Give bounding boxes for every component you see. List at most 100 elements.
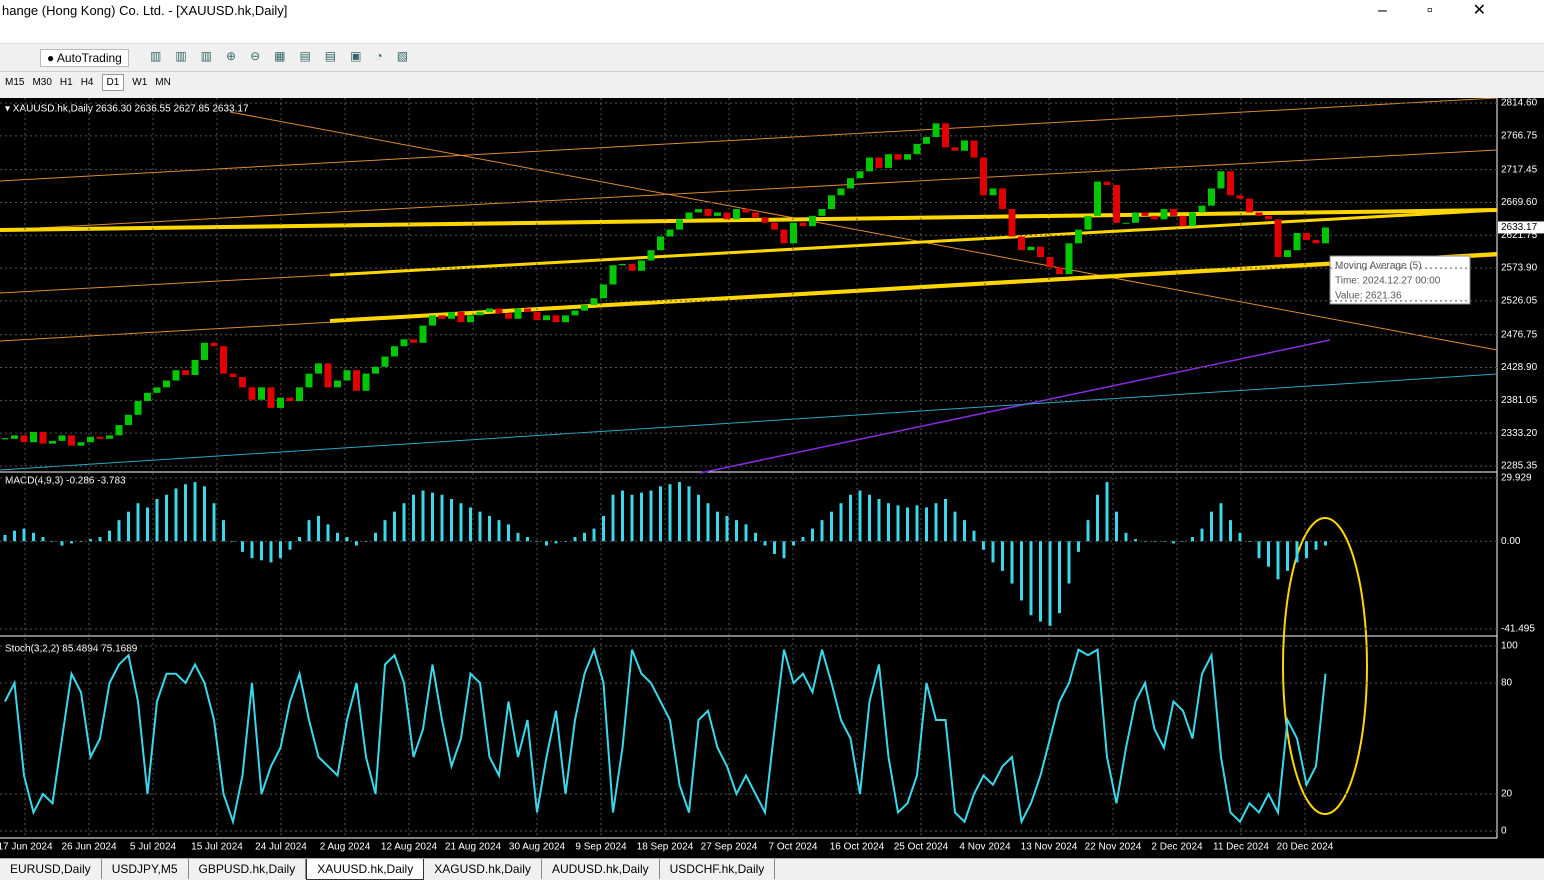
candle [258, 387, 265, 400]
candle [1065, 243, 1073, 275]
macd-bar [307, 520, 311, 542]
candle [182, 370, 189, 376]
candle [362, 373, 370, 391]
timeframe-button[interactable]: MN [155, 77, 171, 88]
candle [353, 370, 360, 391]
chart-tab[interactable]: EURUSD,Daily [0, 859, 102, 879]
macd-bar [1267, 541, 1270, 567]
candle [619, 263, 626, 266]
toolbar-icons[interactable]: ▥▥▥⊕⊖▦▤▤▣◔▧ [150, 49, 423, 63]
x-tick-label: 16 Oct 2024 [830, 842, 885, 853]
candle [1179, 215, 1187, 227]
candle [467, 315, 474, 323]
timeframe-button[interactable]: H4 [80, 77, 94, 88]
macd-bar [231, 541, 235, 542]
x-tick-label: 17 Jun 2024 [0, 842, 53, 853]
macd-bar [421, 490, 425, 542]
candle [77, 442, 85, 446]
candle [343, 370, 351, 381]
macd-bar [630, 494, 634, 542]
macd-bar [763, 541, 767, 546]
macd-bar [792, 541, 795, 546]
timeframe-button[interactable]: M15 [5, 77, 25, 88]
macd-bar [70, 541, 73, 544]
x-tick-label: 27 Sep 2024 [701, 842, 758, 853]
candle [590, 298, 598, 306]
macd-bar [507, 524, 510, 542]
window-controls[interactable]: –▫✕ [1378, 2, 1526, 19]
candle [144, 392, 151, 402]
candle [1284, 250, 1291, 258]
macd-bar [13, 530, 16, 542]
candle [229, 373, 237, 378]
candle [1236, 195, 1244, 199]
candle [894, 154, 902, 160]
macd-bar [1238, 532, 1242, 542]
y-tick-label: 0.00 [1501, 536, 1521, 547]
macd-bar [165, 494, 168, 542]
macd-bar [355, 541, 358, 546]
macd-bar [155, 498, 159, 542]
candle [961, 140, 968, 151]
candle [828, 195, 835, 210]
candle [695, 209, 702, 213]
chart-tab[interactable]: USDCHF.hk,Daily [660, 859, 776, 879]
macd-bar [402, 503, 406, 542]
candle [58, 435, 66, 441]
macd-bar [60, 541, 64, 546]
candle [989, 188, 997, 196]
candle [1094, 181, 1101, 216]
macd-bar [1086, 520, 1090, 542]
candle [1170, 209, 1177, 216]
candle [571, 310, 579, 316]
chart-tab[interactable]: USDJPY,M5 [102, 859, 189, 879]
autotrading-button[interactable]: ● AutoTrading [40, 49, 129, 67]
macd-bar [1286, 541, 1289, 571]
chart-tab[interactable]: XAGUSD.hk,Daily [424, 859, 542, 879]
candle [1255, 212, 1263, 216]
chart-tab[interactable]: AUDUSD.hk,Daily [542, 859, 660, 879]
x-tick-label: 24 Jul 2024 [255, 842, 307, 853]
candle [324, 363, 332, 388]
y-tick-label: 20 [1501, 789, 1513, 800]
macd-bar [944, 498, 947, 542]
x-tick-label: 2 Dec 2024 [1151, 842, 1203, 853]
macd-bar [193, 482, 197, 542]
candle [1056, 267, 1063, 275]
macd-bar [1172, 541, 1175, 544]
candle [277, 397, 284, 408]
candle [647, 250, 655, 261]
candle [201, 342, 208, 360]
chart-tab[interactable]: XAUUSD.hk,Daily [306, 859, 425, 880]
macd-bar [602, 515, 605, 542]
macd-bar [1276, 541, 1280, 580]
candle [704, 209, 712, 216]
macd-bar [146, 507, 149, 542]
candle [438, 315, 446, 319]
tooltip-value: Value: 2621.36 [1335, 291, 1402, 302]
candle [1189, 212, 1196, 227]
candle [210, 342, 218, 347]
y-tick-label: 2476.75 [1501, 329, 1538, 340]
timeframe-button[interactable]: W1 [132, 77, 148, 88]
candle [1160, 209, 1168, 220]
macd-bar [1248, 541, 1251, 542]
menu-row [0, 22, 1544, 44]
candle [533, 311, 541, 321]
macd-bar [298, 537, 301, 542]
timeframe-button[interactable]: H1 [59, 77, 73, 88]
x-tick-label: 13 Nov 2024 [1021, 842, 1078, 853]
timeframe-button[interactable]: M30 [32, 77, 52, 88]
timeframe-button[interactable]: D1 [101, 74, 125, 91]
y-tick-label: 0 [1501, 826, 1507, 837]
x-tick-label: 30 Aug 2024 [509, 842, 566, 853]
candle [562, 315, 569, 323]
candle [125, 414, 132, 426]
candle [220, 346, 227, 374]
candle [153, 387, 161, 393]
y-tick-label: 2428.90 [1501, 362, 1538, 373]
macd-bar [906, 507, 909, 542]
chart-tab[interactable]: GBPUSD.hk,Daily [189, 859, 307, 879]
chart: ▾ XAUUSD.hk,Daily 2636.30 2636.55 2627.8… [0, 98, 1544, 858]
candle [457, 311, 465, 323]
